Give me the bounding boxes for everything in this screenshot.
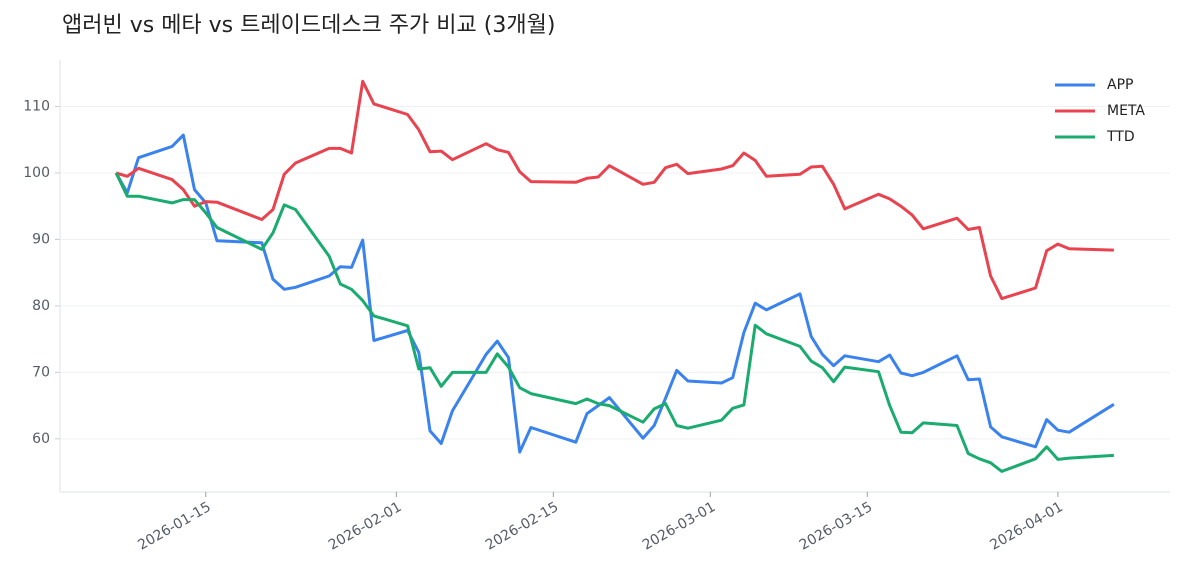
legend-label: APP [1107,77,1133,93]
y-tick-label: 70 [32,364,50,380]
y-tick-label: 90 [32,231,50,247]
y-tick-label: 60 [32,431,50,447]
x-tick-label: 2026-03-01 [640,499,718,554]
x-tick-label: 2026-04-01 [987,499,1065,554]
series-line [114,172,1114,473]
x-tick-label: 2026-02-01 [326,499,404,554]
x-tick-label: 2026-02-15 [483,499,561,554]
series-line [114,133,1115,454]
y-tick-label: 80 [32,298,50,314]
legend: APP META TTD [1055,77,1145,145]
y-tick-label: 110 [23,99,50,115]
series-line [115,79,1114,301]
legend-label: META [1107,103,1145,119]
y-tick-label: 100 [23,165,50,181]
x-tick-label: 2026-03-15 [797,499,875,554]
legend-label: TTD [1106,129,1135,145]
x-tick-label: 2026-01-15 [135,499,213,554]
chart-title: 앱러빈 vs 메타 vs 트레이드데스크 주가 비교 (3개월) [62,13,555,38]
